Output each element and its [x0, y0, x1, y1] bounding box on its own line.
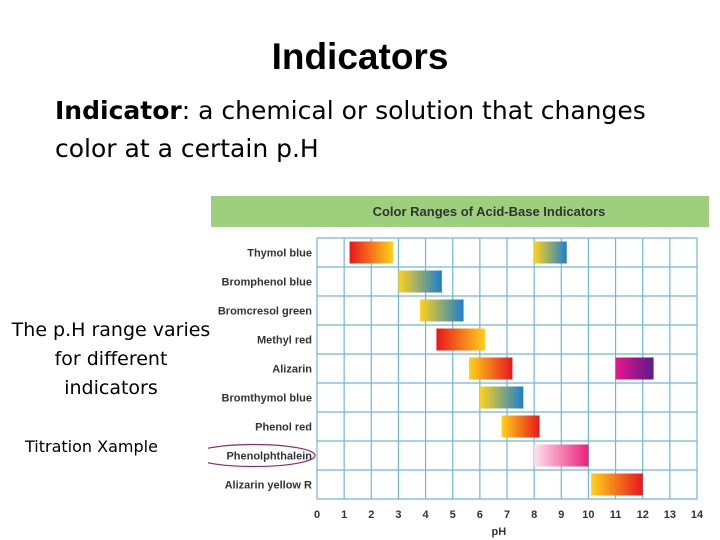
indicator-label: Methyl red [257, 335, 312, 347]
x-axis-label: pH [492, 526, 507, 538]
titration-example-link[interactable]: Titration Xample [25, 437, 158, 456]
indicator-label: Alizarin [272, 364, 312, 376]
indicator-label: Phenolphthalein [226, 451, 312, 463]
range-bar [420, 299, 464, 322]
x-tick-label: 10 [582, 509, 594, 521]
x-tick-label: 14 [691, 509, 704, 521]
x-tick-label: 13 [664, 509, 676, 521]
x-tick-label: 0 [314, 509, 320, 521]
indicator-label: Thymol blue [247, 248, 312, 260]
range-bar [349, 241, 393, 264]
chart-header-band [211, 196, 709, 227]
range-bar [534, 444, 589, 467]
x-tick-label: 1 [341, 509, 347, 521]
chart-title: Color Ranges of Acid-Base Indicators [373, 204, 606, 219]
x-tick-label: 12 [637, 509, 649, 521]
range-bar [479, 386, 524, 409]
slide-title: Indicators [271, 36, 449, 77]
definition-text: Indicator: a chemical or solution that c… [55, 92, 695, 168]
range-bar [501, 415, 540, 438]
definition-term: Indicator [55, 96, 182, 125]
x-tick-label: 4 [423, 509, 430, 521]
range-bar [591, 473, 643, 496]
x-tick-label: 6 [477, 509, 483, 521]
x-tick-label: 9 [558, 509, 564, 521]
x-tick-label: 3 [395, 509, 401, 521]
indicator-label: Bromphenol blue [222, 277, 312, 289]
indicator-label: Alizarin yellow R [225, 480, 312, 492]
highlight-ellipse [208, 443, 316, 468]
range-bar [398, 270, 442, 293]
range-bar [534, 241, 567, 264]
definition-body: : a chemical or solution that changes co… [55, 96, 646, 163]
x-tick-label: 11 [610, 509, 622, 521]
indicator-range-chart: Color Ranges of Acid-Base Indicators Thym… [208, 196, 709, 538]
indicator-label: Phenol red [255, 422, 312, 434]
side-note: The p.H range varies for different indic… [11, 319, 211, 399]
x-tick-label: 2 [368, 509, 374, 521]
range-bar [469, 357, 513, 380]
x-tick-label: 8 [531, 509, 537, 521]
indicator-label: Bromcresol green [218, 306, 312, 318]
range-bar [615, 357, 654, 380]
x-tick-label: 7 [504, 509, 510, 521]
x-tick-label: 5 [450, 509, 456, 521]
range-bar [436, 328, 486, 351]
indicator-label: Bromthymol blue [222, 393, 312, 405]
